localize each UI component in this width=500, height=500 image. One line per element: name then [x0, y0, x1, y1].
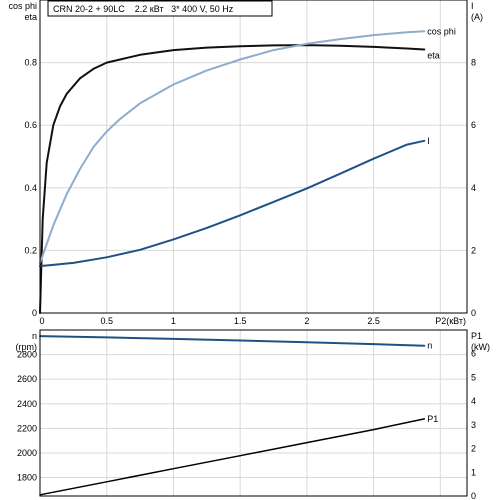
top-left-axis-label: eta [24, 12, 37, 22]
series-label-i: I [427, 136, 430, 146]
top-x-tick-label: 0.5 [100, 316, 113, 326]
top-x-tick-label: 2.5 [367, 316, 380, 326]
bot-left-axis-label: (rpm) [16, 342, 38, 352]
bot-left-tick-label: 2200 [17, 423, 37, 433]
series-label-p1: P1 [427, 414, 438, 424]
top-left-tick-label: 0.4 [24, 183, 37, 193]
bot-left-tick-label: 2400 [17, 399, 37, 409]
top-right-tick-label: 6 [471, 120, 476, 130]
top-x-axis-title: P2(кВт) [435, 316, 466, 326]
series-line-i [39, 139, 426, 268]
top-right-axis-label: (A) [471, 12, 483, 22]
top-left-tick-label: 0.6 [24, 120, 37, 130]
bot-left-tick-label: 1800 [17, 473, 37, 483]
series-label-cos-phi: cos phi [427, 26, 456, 36]
bot-right-tick-label: 4 [471, 396, 476, 406]
series-label-eta: eta [427, 50, 440, 60]
top-left-axis-label: cos phi [8, 1, 37, 11]
top-right-tick-label: 2 [471, 245, 476, 255]
header-text: CRN 20-2 + 90LC 2.2 кВт 3* 400 V, 50 Hz [53, 4, 234, 14]
top-left-tick-label: 0.2 [24, 245, 37, 255]
top-x-tick-label: 1.5 [234, 316, 247, 326]
top-left-tick-label: 0.8 [24, 58, 37, 68]
top-right-tick-label: 8 [471, 58, 476, 68]
bot-right-tick-label: 6 [471, 349, 476, 359]
top-x-tick-label: 2 [304, 316, 309, 326]
top-chart-frame [39, 0, 468, 314]
bottom-chart-lines: n P1 [39, 335, 438, 496]
top-right-tick-label: 0 [471, 308, 476, 318]
series-label-n: n [427, 341, 432, 351]
bottom-chart-grid [40, 330, 467, 496]
series-line-n [39, 335, 426, 347]
bottom-chart-frame [39, 329, 468, 497]
bot-left-tick-label: 2000 [17, 448, 37, 458]
top-x-tick-label: 1 [171, 316, 176, 326]
top-chart-grid [40, 0, 467, 313]
bot-right-axis-label: (kW) [471, 342, 490, 352]
header-box [47, 0, 273, 17]
series-line-eta [39, 44, 426, 314]
bottom-chart-axes: 1800200022002400260028000123456n(rpm)P1(… [16, 331, 491, 500]
series-line-p1 [39, 418, 426, 496]
bot-right-tick-label: 0 [471, 491, 476, 500]
bot-right-tick-label: 1 [471, 467, 476, 477]
bot-right-tick-label: 5 [471, 372, 476, 382]
series-line-cos-phi [39, 30, 426, 264]
bot-left-tick-label: 2800 [17, 350, 37, 360]
top-right-axis-label: I [471, 1, 474, 11]
bot-right-tick-label: 2 [471, 444, 476, 454]
top-right-tick-label: 4 [471, 183, 476, 193]
top-left-tick-label: 0 [32, 308, 37, 318]
bot-right-axis-label: P1 [471, 331, 482, 341]
bot-left-tick-label: 2600 [17, 374, 37, 384]
top-x-tick-label: 0 [39, 316, 44, 326]
bot-right-tick-label: 3 [471, 420, 476, 430]
top-chart-lines: eta cos phi I [39, 26, 456, 314]
bot-left-axis-label: n [32, 331, 37, 341]
